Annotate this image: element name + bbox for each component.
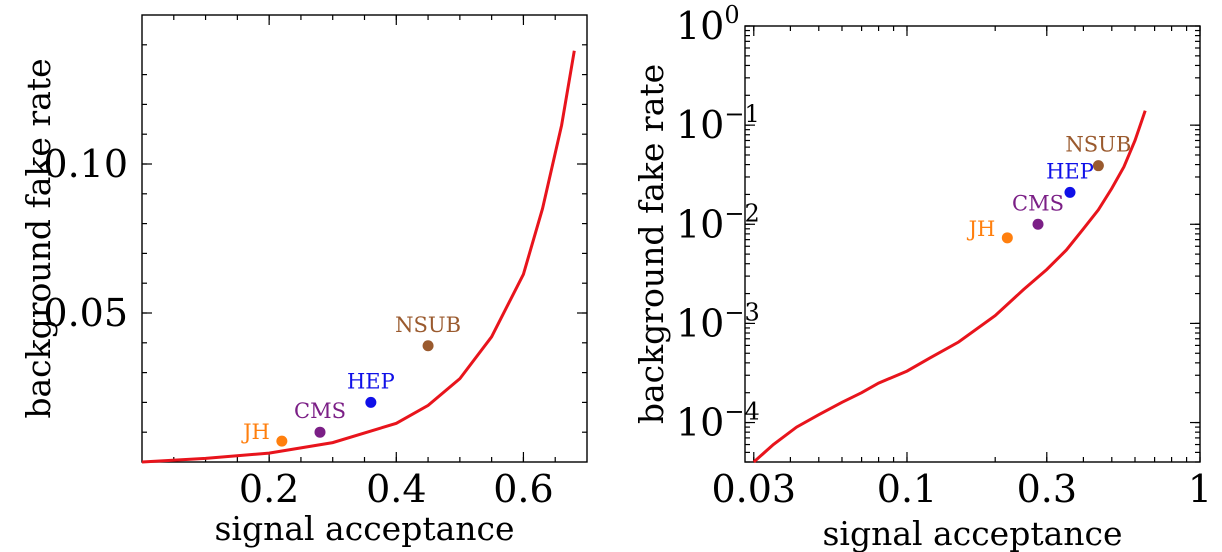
- y-tick-label: 10−4: [676, 398, 760, 445]
- data-point-jh: [276, 435, 288, 447]
- x-axis-label: signal acceptance: [822, 514, 1122, 552]
- roc-curve: [752, 110, 1147, 464]
- y-tick-base: 10: [676, 401, 724, 445]
- x-tick-label: 0.1: [877, 467, 937, 511]
- point-label: HEP: [1046, 159, 1094, 183]
- y-tick-label: 10−2: [676, 199, 760, 246]
- y-tick-label: 10−3: [676, 298, 760, 345]
- point-label: HEP: [347, 369, 395, 393]
- point-label: JH: [967, 217, 996, 241]
- x-tick-label: 1: [1188, 467, 1212, 511]
- data-point-nsub: [422, 340, 434, 352]
- data-point-hep: [365, 396, 377, 408]
- y-tick-base: 10: [676, 301, 724, 345]
- y-tick-exponent: −4: [724, 398, 759, 426]
- right-panel: 0.03 0.1 0.3 110−410−310−210−1100JHCMSHEPNS…: [632, 1, 1212, 552]
- x-tick-label: 0.2: [239, 467, 299, 511]
- x-tick-label: 0.6: [493, 467, 553, 511]
- data-point-jh: [1001, 232, 1013, 244]
- data-point-nsub: [1092, 160, 1104, 172]
- plot-frame: [744, 25, 1201, 463]
- y-axis-label: background fake rate: [19, 58, 58, 418]
- y-tick-label: 10−1: [676, 100, 760, 147]
- plot-frame: [141, 14, 588, 463]
- roc-curve: [141, 50, 576, 464]
- x-axis-label: signal acceptance: [214, 509, 514, 548]
- y-tick-label: 100: [676, 1, 740, 48]
- y-tick-label: 0.10: [43, 142, 128, 186]
- x-tick-label: 0.03: [711, 467, 796, 511]
- y-tick-exponent: −2: [724, 199, 759, 227]
- x-tick-label: 0.3: [1017, 467, 1077, 511]
- point-label: JH: [241, 420, 270, 444]
- y-tick-exponent: −3: [724, 298, 759, 326]
- y-axis-label: background fake rate: [632, 64, 671, 424]
- data-point-cms: [314, 426, 326, 438]
- point-label: CMS: [1012, 191, 1064, 215]
- y-tick-base: 10: [676, 103, 724, 147]
- point-label: NSUB: [395, 313, 461, 337]
- y-tick-base: 10: [676, 4, 724, 48]
- y-tick-label: 0.05: [43, 291, 128, 335]
- point-label: CMS: [294, 399, 346, 423]
- data-point-cms: [1032, 218, 1044, 230]
- data-point-hep: [1064, 186, 1076, 198]
- point-label: NSUB: [1065, 133, 1131, 157]
- y-tick-exponent: −1: [724, 100, 759, 128]
- y-tick-exponent: 0: [724, 1, 739, 29]
- y-tick-base: 10: [676, 202, 724, 246]
- x-tick-label: 0.4: [366, 467, 426, 511]
